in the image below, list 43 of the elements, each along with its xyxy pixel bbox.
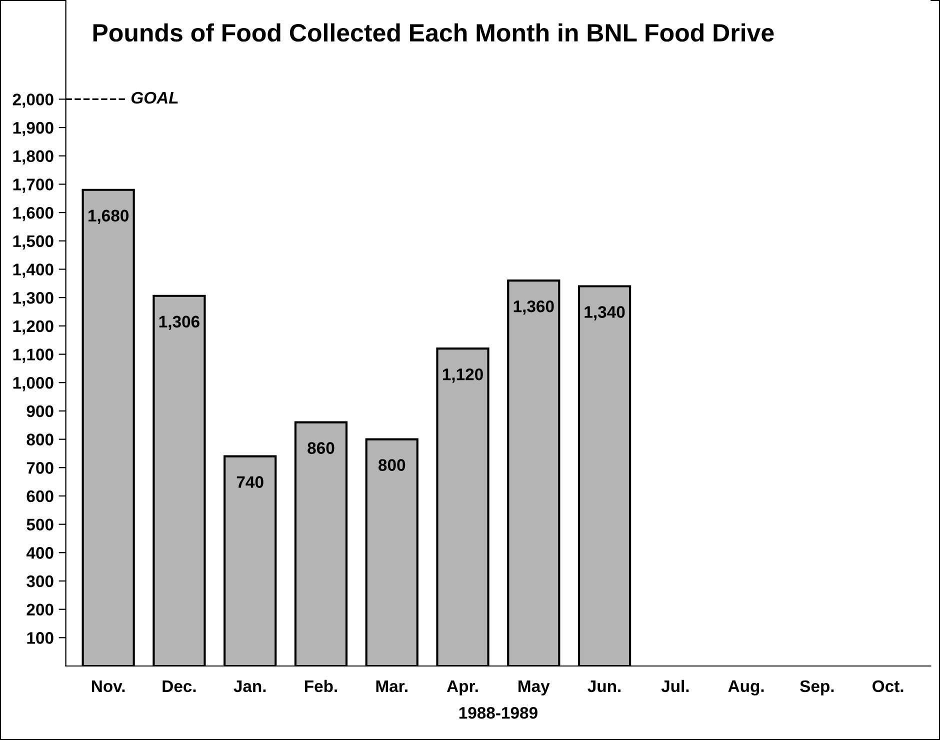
x-tick-label: Jan. bbox=[234, 680, 266, 692]
data-label: 1,360 bbox=[514, 300, 554, 315]
x-tick-label: Feb. bbox=[304, 680, 337, 692]
x-tick-label: Nov. bbox=[92, 680, 125, 692]
x-tick-label: Dec. bbox=[162, 680, 196, 692]
y-tick-label: 1,000 bbox=[13, 376, 54, 392]
y-tick-label: 2,000 bbox=[12, 94, 54, 108]
y-tick-label: 400 bbox=[26, 547, 54, 559]
y-tick-label: 1,900 bbox=[13, 122, 54, 136]
y-tick-label: 1,700 bbox=[13, 178, 54, 193]
y-tick-label: 900 bbox=[26, 405, 54, 418]
data-label: 800 bbox=[378, 459, 406, 471]
y-tick-label: 1,300 bbox=[13, 292, 54, 306]
y-tick-label: 700 bbox=[26, 462, 54, 474]
x-tick-label: Jul. bbox=[661, 680, 689, 692]
y-tick-label: 100 bbox=[27, 632, 54, 644]
ref-line-label: GOAL bbox=[131, 92, 178, 104]
y-tick-label: 1,400 bbox=[13, 264, 54, 278]
x-tick-label: Jun. bbox=[588, 680, 621, 692]
y-tick-label: 1,100 bbox=[13, 348, 54, 363]
y-tick-label: 500 bbox=[26, 518, 54, 530]
x-tick-label: May bbox=[518, 680, 550, 696]
text: Pounds of Food Collected Each Month in BNL Food Drive bbox=[93, 23, 774, 42]
x-tick-label: Apr. bbox=[446, 680, 478, 696]
y-tick-label: 1,500 bbox=[13, 235, 54, 250]
y-tick-label: 1,600 bbox=[13, 206, 54, 222]
data-label: 1,680 bbox=[88, 210, 129, 224]
x-axis-title: 1988-1989 bbox=[459, 706, 538, 719]
y-tick-label: 800 bbox=[26, 434, 54, 446]
x-tick-label: Aug. bbox=[728, 680, 764, 696]
y-tick-label: 600 bbox=[26, 490, 54, 502]
x-tick-label: Mar. bbox=[376, 680, 408, 692]
x-tick-label: Oct. bbox=[872, 680, 904, 692]
x-tick-label: Sep. bbox=[800, 680, 834, 696]
data-label: 860 bbox=[308, 442, 334, 454]
y-tick-label: 1,200 bbox=[13, 320, 54, 335]
y-tick-label: 200 bbox=[26, 604, 54, 616]
y-tick-label: 300 bbox=[26, 575, 54, 588]
y-tick-label: 1,800 bbox=[13, 150, 54, 164]
data-label: 1,306 bbox=[159, 316, 200, 330]
data-label: 740 bbox=[236, 476, 264, 488]
data-label: 1,340 bbox=[584, 306, 625, 320]
data-label: 1,120 bbox=[442, 368, 483, 383]
